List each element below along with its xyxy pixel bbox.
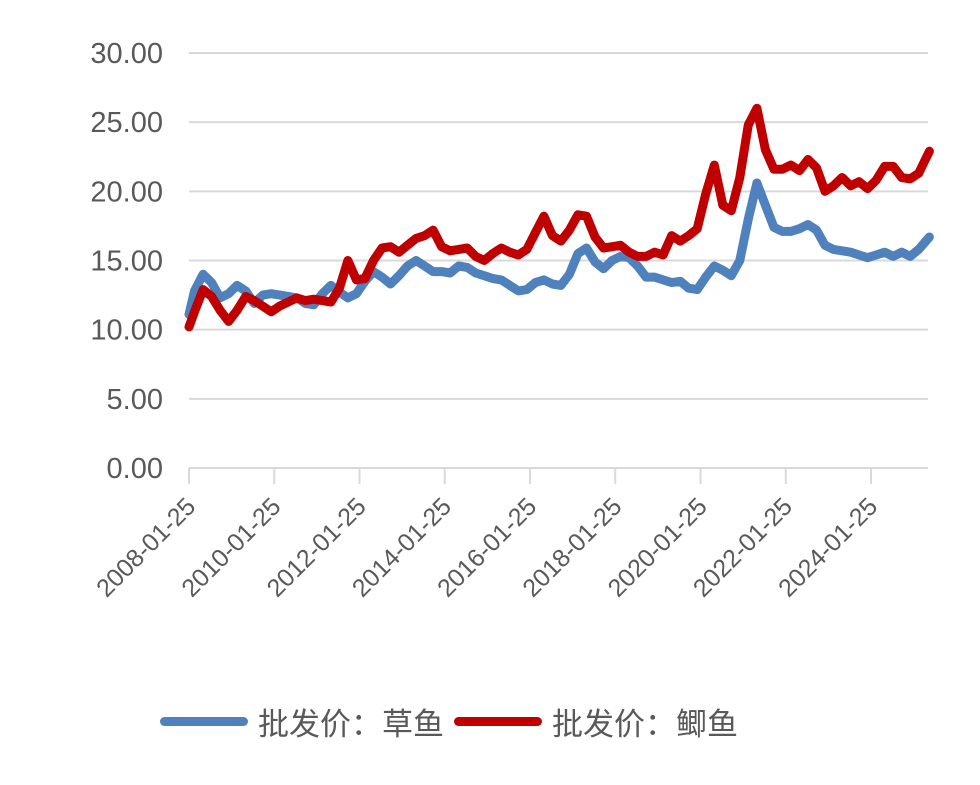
y-tick-label: 20.00 [90, 176, 163, 208]
y-tick-label: 0.00 [107, 453, 163, 485]
x-axis-tick-labels: 2008-01-252010-01-252012-01-252014-01-25… [91, 492, 883, 602]
legend-label: 批发价：草鱼 [258, 706, 444, 743]
grid-lines [189, 52, 928, 400]
series-line-crucian-carp [184, 103, 934, 332]
legend: 批发价：草鱼 批发价：鲫鱼 [160, 696, 748, 746]
y-axis-tick-labels: 0.00 5.00 10.00 15.00 20.00 25.00 30.00 [90, 38, 163, 485]
y-tick-label: 30.00 [90, 38, 163, 70]
x-axis [188, 467, 928, 484]
legend-line-swatch-icon [454, 716, 542, 726]
y-tick-label: 25.00 [90, 107, 163, 139]
y-tick-label: 5.00 [107, 384, 163, 416]
series-lines [184, 103, 934, 332]
legend-item-grass-carp: 批发价：草鱼 [160, 699, 444, 744]
y-tick-label: 10.00 [90, 315, 163, 347]
legend-item-crucian-carp: 批发价：鲫鱼 [454, 699, 738, 744]
y-tick-label: 15.00 [90, 246, 163, 278]
legend-label: 批发价：鲫鱼 [552, 706, 738, 743]
legend-line-swatch-icon [160, 716, 248, 726]
line-chart: 0.00 5.00 10.00 15.00 20.00 25.00 30.00 2008-0… [90, 38, 934, 603]
